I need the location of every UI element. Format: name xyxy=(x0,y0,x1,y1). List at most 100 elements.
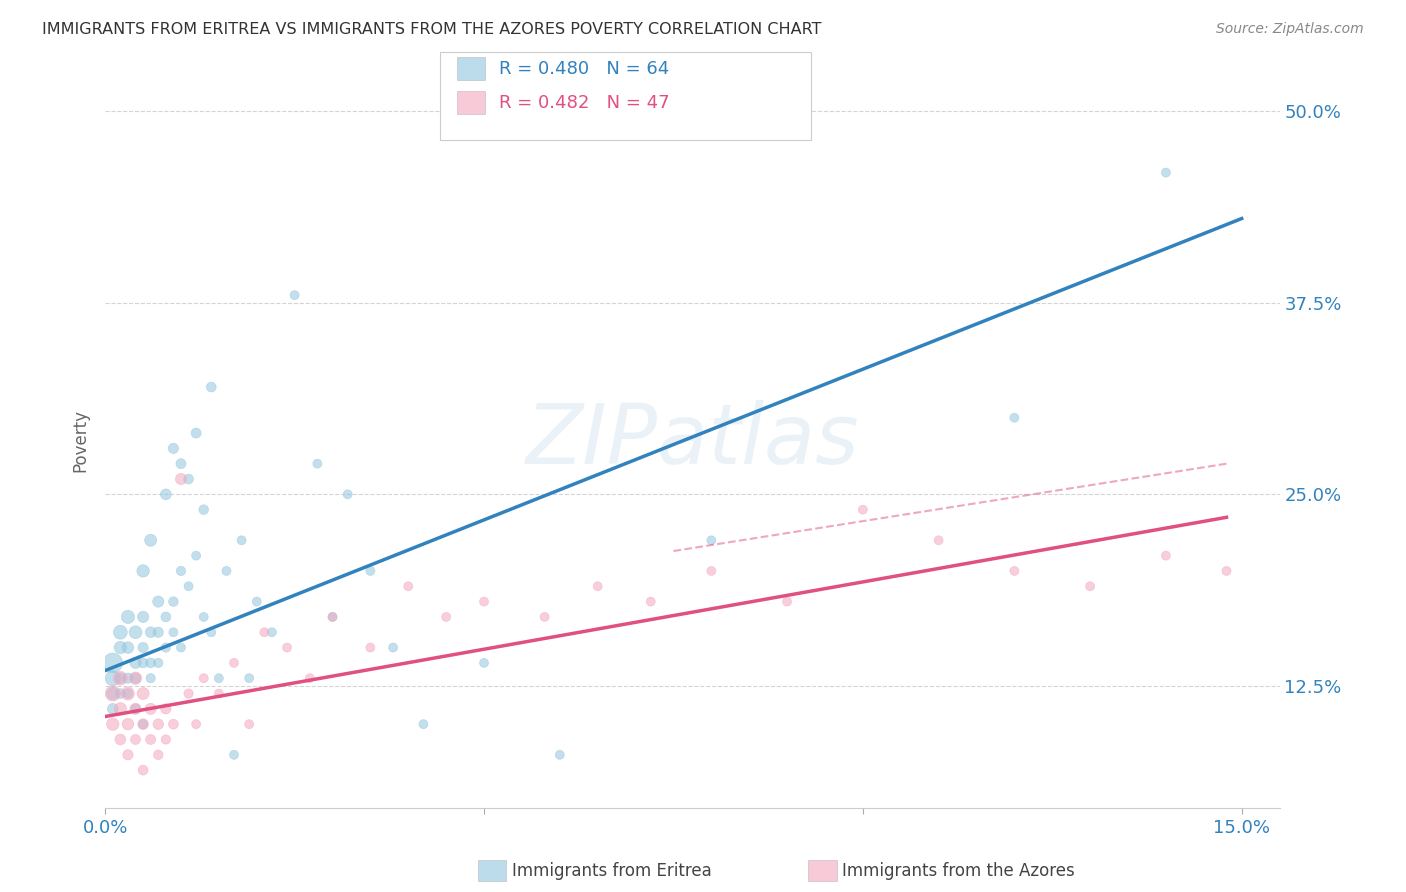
Point xyxy=(139,533,162,548)
Point xyxy=(110,625,132,640)
Text: IMMIGRANTS FROM ERITREA VS IMMIGRANTS FROM THE AZORES POVERTY CORRELATION CHART: IMMIGRANTS FROM ERITREA VS IMMIGRANTS FR… xyxy=(42,22,821,37)
Point xyxy=(222,656,245,670)
Point xyxy=(124,702,146,716)
Point xyxy=(193,610,215,624)
Point xyxy=(238,717,260,731)
Text: R = 0.480   N = 64: R = 0.480 N = 64 xyxy=(499,60,669,78)
Point xyxy=(124,671,146,685)
Point xyxy=(117,671,139,685)
Point xyxy=(101,686,124,700)
Point xyxy=(162,594,184,608)
Point xyxy=(101,717,124,731)
Point xyxy=(321,610,343,624)
Point xyxy=(321,610,343,624)
Point xyxy=(184,549,207,563)
Point xyxy=(700,564,723,578)
Point xyxy=(139,702,162,716)
Point xyxy=(1002,410,1025,425)
Point xyxy=(412,717,434,731)
Point xyxy=(117,640,139,655)
Point xyxy=(586,579,609,593)
Point xyxy=(1215,564,1237,578)
Point xyxy=(101,686,124,700)
Point xyxy=(117,686,139,700)
Point xyxy=(700,533,723,548)
Point xyxy=(110,702,132,716)
Point xyxy=(155,610,177,624)
Point xyxy=(148,717,170,731)
Point xyxy=(298,671,321,685)
Point xyxy=(1002,564,1025,578)
Point xyxy=(193,502,215,516)
Point xyxy=(101,671,124,685)
Point xyxy=(222,747,245,762)
Point xyxy=(1154,165,1177,179)
Point xyxy=(307,457,329,471)
Point xyxy=(110,671,132,685)
Point xyxy=(184,425,207,440)
Point xyxy=(155,640,177,655)
Point xyxy=(139,732,162,747)
Point xyxy=(162,625,184,640)
Point xyxy=(284,288,307,302)
Point xyxy=(231,533,253,548)
Point xyxy=(124,625,146,640)
Point xyxy=(396,579,419,593)
Point xyxy=(110,686,132,700)
Point xyxy=(148,594,170,608)
Point xyxy=(132,640,155,655)
Point xyxy=(162,717,184,731)
Point xyxy=(139,656,162,670)
Point xyxy=(472,656,495,670)
Y-axis label: Poverty: Poverty xyxy=(72,409,89,472)
Point xyxy=(253,625,276,640)
Point xyxy=(162,442,184,456)
Point xyxy=(238,671,260,685)
Point xyxy=(200,625,222,640)
Point xyxy=(359,640,381,655)
Point xyxy=(177,579,200,593)
Point xyxy=(148,747,170,762)
Point xyxy=(359,564,381,578)
Point xyxy=(170,564,193,578)
Point xyxy=(101,702,124,716)
Point xyxy=(132,656,155,670)
Point xyxy=(117,717,139,731)
Point xyxy=(132,717,155,731)
Point xyxy=(177,472,200,486)
Text: ZIPatlas: ZIPatlas xyxy=(526,401,859,481)
Point xyxy=(382,640,405,655)
Text: Source: ZipAtlas.com: Source: ZipAtlas.com xyxy=(1216,22,1364,37)
Point xyxy=(117,686,139,700)
Point xyxy=(132,686,155,700)
Point xyxy=(852,502,875,516)
Point xyxy=(117,610,139,624)
Point xyxy=(208,686,231,700)
Text: Immigrants from the Azores: Immigrants from the Azores xyxy=(842,862,1076,880)
Point xyxy=(276,640,298,655)
Point xyxy=(132,763,155,777)
Point xyxy=(928,533,950,548)
Point xyxy=(208,671,231,685)
Point xyxy=(246,594,269,608)
Point xyxy=(155,487,177,501)
Point xyxy=(193,671,215,685)
Point xyxy=(336,487,359,501)
Point xyxy=(110,732,132,747)
Point xyxy=(640,594,662,608)
Point xyxy=(124,732,146,747)
Point xyxy=(124,671,146,685)
Point xyxy=(1078,579,1101,593)
Point xyxy=(184,717,207,731)
Point xyxy=(155,702,177,716)
Point xyxy=(548,747,571,762)
Point xyxy=(148,625,170,640)
Point xyxy=(132,717,155,731)
Point xyxy=(170,472,193,486)
Point xyxy=(472,594,495,608)
Point xyxy=(776,594,799,608)
Point xyxy=(260,625,283,640)
Point xyxy=(155,732,177,747)
Point xyxy=(124,656,146,670)
Text: Immigrants from Eritrea: Immigrants from Eritrea xyxy=(512,862,711,880)
